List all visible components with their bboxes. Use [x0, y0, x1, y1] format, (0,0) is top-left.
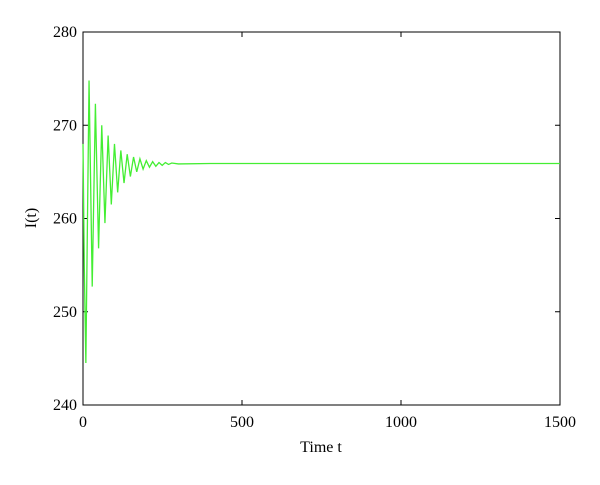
y-tick-label: 270 — [53, 117, 77, 134]
y-axis-label: I(t) — [23, 208, 40, 228]
x-tick-label: 0 — [79, 414, 87, 431]
x-tick-label: 500 — [230, 414, 254, 431]
x-axis-label: Time t — [300, 439, 342, 456]
data-line — [82, 80, 560, 364]
x-tick-label: 1000 — [385, 414, 417, 431]
y-tick-label: 260 — [53, 211, 77, 228]
y-tick-label: 280 — [53, 24, 77, 41]
y-tick-label: 250 — [53, 304, 77, 321]
x-tick-label: 1500 — [544, 414, 576, 431]
plot-frame — [82, 31, 561, 406]
y-tick-label: 240 — [53, 397, 77, 414]
